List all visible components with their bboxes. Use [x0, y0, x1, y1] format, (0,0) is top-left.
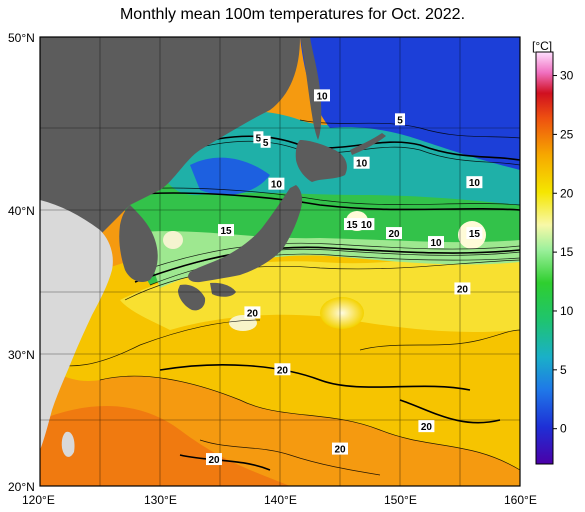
contour-label-background — [268, 177, 285, 190]
x-tick-label: 150°E — [384, 493, 417, 507]
contour-label: 20 — [244, 306, 261, 319]
contour-label: 5 — [260, 135, 271, 149]
y-tick-label: 30°N — [8, 348, 35, 362]
contour-label-background — [418, 420, 435, 433]
color-bar: [°C] 30 25 20 15 10 5 0 — [532, 39, 574, 465]
contour-label-background — [466, 227, 483, 240]
contour-label-text: 20 — [277, 365, 289, 376]
contour-label-background — [344, 218, 360, 231]
contour-lines-bold — [124, 135, 520, 471]
color-bar-ticks: 30 25 20 15 10 5 0 — [553, 69, 574, 436]
warm-eddy — [163, 231, 183, 249]
contour-label: 5 — [253, 131, 264, 144]
contour-label: 5 — [395, 113, 405, 126]
contour-label-text: 10 — [316, 91, 328, 102]
x-tick-label: 120°E — [22, 493, 55, 507]
ocean-lightgreen-layer — [140, 231, 520, 288]
contour-label: 20 — [332, 442, 348, 456]
y-tick-label: 20°N — [8, 480, 35, 494]
x-tick-label: 140°E — [264, 493, 297, 507]
color-bar-tick-label: 10 — [560, 304, 574, 318]
contour-label-text: 15 — [346, 220, 358, 231]
ocean-blue-layer — [300, 37, 520, 170]
ocean-orange-layer — [40, 406, 290, 486]
contour-label: 15 — [466, 227, 483, 240]
y-tick-label: 40°N — [8, 204, 35, 218]
contour-label-background — [206, 453, 222, 466]
contour-label-text: 15 — [469, 229, 481, 240]
contour-label: 15 — [218, 224, 234, 237]
contour-label-text: 10 — [361, 220, 373, 231]
contour-label: 20 — [454, 282, 471, 295]
color-bar-scale — [535, 51, 554, 465]
contour-label-background — [395, 113, 405, 126]
x-tick-label: 130°E — [144, 493, 177, 507]
color-bar-tick-label: 0 — [560, 422, 567, 436]
contour-label-text: 20 — [247, 308, 259, 319]
contour-label-text: 20 — [457, 284, 469, 295]
land-dark — [40, 37, 386, 311]
contour-label-background — [386, 227, 402, 240]
contour-label-text: 5 — [256, 133, 262, 144]
contour-label-text: 20 — [421, 422, 433, 433]
contour-label: 15 — [344, 218, 360, 231]
color-bar-tick-label: 20 — [560, 186, 574, 200]
contour-label-background — [274, 363, 291, 376]
map-border — [39, 36, 521, 487]
contour-label-text: 10 — [356, 159, 368, 170]
color-bar-unit: [°C] — [532, 39, 552, 53]
x-axis-labels: 120°E 130°E 140°E 150°E 160°E — [22, 493, 537, 507]
warm-eddy — [320, 297, 364, 329]
contour-label-text: 10 — [271, 180, 283, 191]
color-bar-tick-label: 25 — [560, 127, 574, 141]
contour-label: 10 — [466, 176, 483, 189]
contour-label-background — [253, 131, 264, 144]
contour-label-text: 5 — [397, 115, 403, 126]
contour-label-background — [244, 306, 261, 319]
contour-label-text: 20 — [388, 229, 400, 240]
contour-label: 20 — [206, 453, 222, 466]
map-title: Monthly mean 100m temperatures for Oct. … — [119, 6, 466, 23]
y-tick-label: 50°N — [8, 31, 35, 45]
contour-label-background — [314, 89, 330, 102]
contour-label-background — [218, 224, 234, 237]
contour-label-background — [466, 176, 483, 189]
contour-label-text: 20 — [334, 445, 346, 456]
contour-label: 10 — [268, 177, 285, 191]
contour-label-background — [454, 282, 471, 295]
y-axis-labels: 50°N 40°N 30°N 20°N — [8, 31, 35, 494]
contour-label: 20 — [274, 363, 291, 376]
contour-label-text: 15 — [220, 226, 232, 237]
contour-label-text: 10 — [430, 238, 442, 249]
contour-label-background — [260, 135, 271, 148]
warm-eddy — [229, 315, 257, 331]
graticule — [40, 37, 520, 486]
japan-sea-cold-pool — [190, 157, 270, 195]
contour-label-background — [428, 236, 444, 249]
contour-label: 20 — [418, 420, 435, 433]
contour-label-background — [353, 156, 370, 169]
contour-label: 10 — [428, 236, 444, 249]
contour-label-text: 5 — [263, 138, 269, 149]
contour-label: 20 — [386, 227, 402, 240]
contour-label-background — [332, 442, 348, 455]
color-bar-tick-label: 15 — [560, 245, 574, 259]
contour-label: 10 — [314, 89, 330, 102]
x-tick-label: 160°E — [504, 493, 537, 507]
contour-label-text: 20 — [208, 455, 220, 466]
color-bar-tick-label: 5 — [560, 363, 567, 377]
contour-label: 10 — [358, 218, 375, 231]
contour-label-text: 10 — [469, 178, 481, 189]
land-light — [40, 200, 113, 457]
contour-label-background — [358, 218, 375, 231]
contour-label: 10 — [353, 156, 370, 170]
color-bar-tick-label: 30 — [560, 69, 574, 83]
